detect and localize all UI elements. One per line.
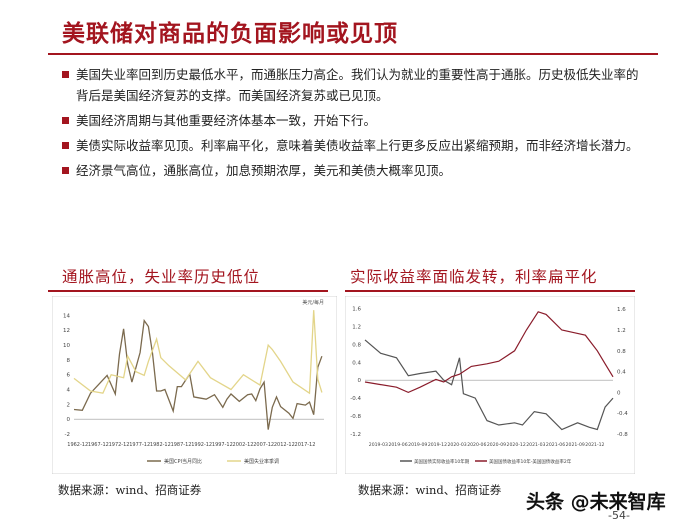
x-tick-label: 2019-03 <box>369 442 388 448</box>
x-tick-label: 1962-12 <box>67 442 88 448</box>
right-line-chart: -1.2 -0.8 -0.4 0 0.4 0.8 1.2 1.6 -0.8 -0.4 0 0.4 0.8… <box>345 296 635 474</box>
y-left-tick-label: 0 <box>358 378 362 384</box>
y-left-tick-label: -1.2 <box>350 432 361 438</box>
bullet-list: 美国失业率回到历史最低水平，而通胀压力高企。我们认为就业的重要性高于通胀。历史极… <box>62 64 642 185</box>
x-tick-label: 2020-03 <box>448 442 467 448</box>
x-tick-label: 1977-12 <box>129 442 150 448</box>
bullet-square-icon <box>62 117 69 124</box>
y-right-tick-label: 1.6 <box>617 307 626 313</box>
x-tick-label: 2020-06 <box>467 442 486 448</box>
y-tick-label: 0 <box>67 417 71 423</box>
y-left-tick-label: 1.6 <box>352 306 361 312</box>
right-chart-title: 实际收益率面临发转，利率扁平化 <box>350 268 598 286</box>
x-tick-label: 1982-12 <box>150 442 171 448</box>
y-right-tick-label: -0.8 <box>617 432 628 438</box>
watermark-text: 头条 @未来智库 <box>526 491 666 513</box>
chart-frame <box>345 296 635 474</box>
legend-label: 美国国债收益率10年-美国国债收益率2年 <box>489 458 572 465</box>
y-right-tick-label: 0.4 <box>617 370 626 376</box>
bullet-text: 美国失业率回到历史最低水平，而通胀压力高企。我们认为就业的重要性高于通胀。历史极… <box>76 67 639 103</box>
y-left-tick-label: 0.4 <box>352 360 361 366</box>
bullet-square-icon <box>62 167 69 174</box>
x-tick-label: 2019-06 <box>388 442 407 448</box>
y-unit-label: 美元/每月 <box>302 299 324 306</box>
left-chart-rule <box>48 290 328 292</box>
y-left-tick-label: 0.8 <box>352 342 361 348</box>
y-tick-label: 8 <box>67 358 71 364</box>
y-right-tick-label: 0.8 <box>617 349 626 355</box>
x-tick-label: 2020-12 <box>507 442 526 448</box>
bullet-text: 美债实际收益率见顶。利率扁平化，意味着美债收益率上行更多反应出紧缩预期，而非经济… <box>76 138 639 153</box>
x-tick-label: 1972-12 <box>109 442 130 448</box>
legend-label: 美国失业率季调 <box>244 458 279 465</box>
bullet-item: 美债实际收益率见顶。利率扁平化，意味着美债收益率上行更多反应出紧缩预期，而非经济… <box>62 135 642 156</box>
y-tick-label: 12 <box>63 328 70 334</box>
page-title: 美联储对商品的负面影响或见顶 <box>62 21 398 47</box>
unemployment-series-line <box>73 310 323 395</box>
y-tick-label: 2 <box>67 402 71 408</box>
y-tick-label: 6 <box>67 373 71 379</box>
y-right-tick-label: -0.4 <box>617 411 628 417</box>
y-left-tick-label: 1.2 <box>352 324 361 330</box>
x-tick-label: 2007-12 <box>253 442 274 448</box>
y-tick-label: 10 <box>63 343 70 349</box>
bullet-square-icon <box>62 142 69 149</box>
y-tick-label: -2 <box>65 432 70 438</box>
x-tick-label: 2021-03 <box>526 442 545 448</box>
left-chart-title: 通胀高位，失业率历史低位 <box>62 268 261 286</box>
x-tick-label: 2021-06 <box>546 442 565 448</box>
bullet-item: 经济景气高位，通胀高位，加息预期浓厚，美元和美债大概率见顶。 <box>62 160 642 181</box>
y-right-tick-label: 0 <box>617 390 621 396</box>
spread-series-line <box>364 311 614 394</box>
x-tick-label: 1987-12 <box>171 442 192 448</box>
y-left-tick-label: -0.8 <box>350 414 361 420</box>
x-tick-label: 2019-12 <box>428 442 447 448</box>
x-tick-label: 2021-09 <box>566 442 585 448</box>
x-tick-label: 2020-09 <box>487 442 506 448</box>
cpi-series-line <box>73 318 323 430</box>
x-tick-label: 2021-12 <box>585 442 604 448</box>
title-rule <box>48 53 658 55</box>
x-tick-label: 2019-09 <box>408 442 427 448</box>
y-left-tick-label: -0.4 <box>350 396 361 402</box>
page-number: -54- <box>608 509 630 522</box>
legend-label: 美国国债实际收益率10年期 <box>414 458 470 465</box>
x-tick-label: 2012-12 <box>274 442 295 448</box>
y-tick-label: 4 <box>67 388 71 394</box>
y-right-tick-label: 1.2 <box>617 328 626 334</box>
chart-frame <box>52 296 337 474</box>
watermark: 头条 @未来智库 <box>526 487 666 514</box>
right-chart-rule <box>345 290 635 292</box>
real-yield-series-line <box>364 339 614 431</box>
legend-label: 美国CPI当月同比 <box>164 458 202 465</box>
x-tick-label: 1992-12 <box>191 442 212 448</box>
x-tick-label: 1997-12 <box>212 442 233 448</box>
right-chart-source: 数据来源：wind、招商证券 <box>358 483 502 497</box>
left-chart-source: 数据来源：wind、招商证券 <box>58 483 202 497</box>
bullet-item: 美国失业率回到历史最低水平，而通胀压力高企。我们认为就业的重要性高于通胀。历史极… <box>62 64 642 106</box>
x-tick-label: 1967-12 <box>88 442 109 448</box>
bullet-square-icon <box>62 71 69 78</box>
y-tick-label: 14 <box>63 313 70 319</box>
bullet-item: 美国经济周期与其他重要经济体基本一致，开始下行。 <box>62 110 642 131</box>
x-tick-label: 2002-12 <box>233 442 254 448</box>
x-tick-label: 2017-12 <box>295 442 316 448</box>
bullet-text: 美国经济周期与其他重要经济体基本一致，开始下行。 <box>76 113 377 128</box>
bullet-text: 经济景气高位，通胀高位，加息预期浓厚，美元和美债大概率见顶。 <box>76 163 452 178</box>
